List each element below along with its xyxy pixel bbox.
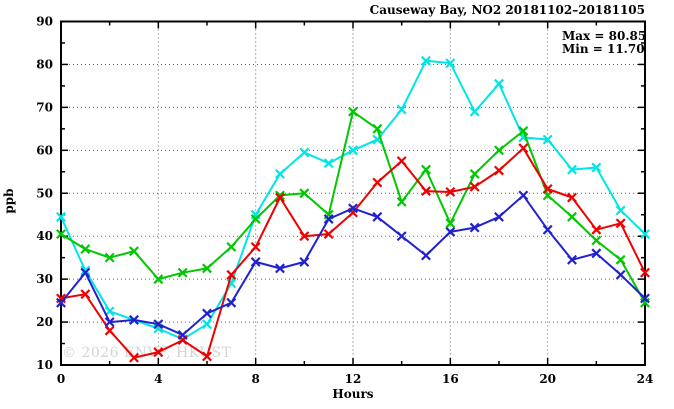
- series-cyan-line: [56, 55, 650, 345]
- x-tick-label: 20: [539, 372, 556, 386]
- y-tick-label: 20: [36, 315, 53, 329]
- max-value-label: Max = 80.85: [562, 29, 647, 43]
- y-tick-label: 50: [36, 186, 53, 200]
- x-tick-label: 8: [251, 372, 259, 386]
- y-tick-label: 60: [36, 143, 53, 157]
- min-value-label: Min = 11.70: [562, 42, 645, 56]
- x-tick-label: 24: [637, 372, 654, 386]
- x-tick-label: 12: [345, 372, 362, 386]
- tick-labels: 10 20 30 40 50 60 70 80 90 0 4 8 12 16 20 24: [36, 15, 653, 387]
- y-tick-label: 90: [36, 15, 53, 29]
- x-axis-label: Hours: [332, 387, 374, 401]
- x-tick-label: 0: [57, 372, 65, 386]
- y-tick-label: 10: [36, 358, 53, 372]
- plot-border: [60, 20, 646, 366]
- series-red-line: [56, 143, 650, 363]
- x-tick-label: 4: [154, 372, 162, 386]
- series-green-line: [56, 106, 650, 308]
- y-tick-label: 80: [36, 57, 53, 71]
- x-tick-label: 16: [442, 372, 459, 386]
- max-min-annotation: Max = 80.85 Min = 11.70: [562, 30, 646, 56]
- y-tick-label: 30: [36, 272, 53, 286]
- series-blue-line: [56, 190, 650, 340]
- watermark-text: © 2026 ENVF, HKUST: [62, 345, 232, 361]
- y-tick-label: 70: [36, 100, 53, 114]
- y-tick-label: 40: [36, 229, 53, 243]
- chart-title: Causeway Bay, NO2 20181102–20181105: [369, 3, 645, 17]
